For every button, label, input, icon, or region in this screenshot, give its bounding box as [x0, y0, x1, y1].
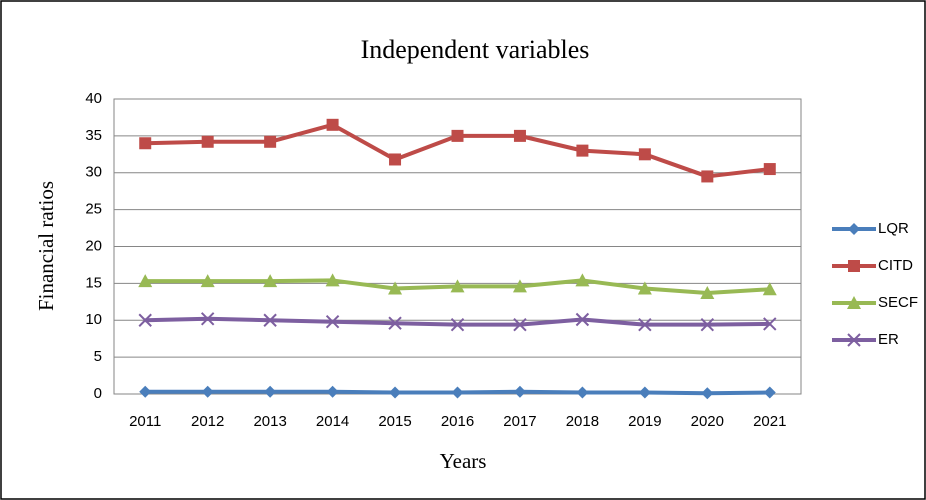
data-point — [763, 163, 776, 176]
data-point — [763, 386, 776, 399]
data-point — [389, 153, 402, 166]
data-point — [701, 387, 714, 400]
data-point — [325, 315, 340, 329]
y-tick-label: 40 — [85, 90, 102, 107]
data-point — [200, 312, 215, 326]
data-point — [701, 170, 714, 183]
x-tick-label: 2019 — [628, 413, 661, 430]
x-tick-label: 2017 — [503, 413, 536, 430]
data-point — [512, 279, 527, 293]
x-tick-label: 2018 — [566, 413, 599, 430]
data-point — [576, 144, 589, 157]
data-point — [450, 317, 465, 332]
data-point — [201, 385, 214, 398]
legend-label: LQR — [878, 220, 909, 237]
legend-marker — [848, 260, 860, 272]
legend-marker — [847, 296, 861, 309]
x-tick-label: 2013 — [253, 413, 286, 430]
data-point — [200, 274, 215, 288]
data-point — [450, 279, 465, 293]
legend-label: SECF — [878, 294, 918, 311]
data-point — [576, 386, 589, 399]
data-point — [762, 282, 777, 296]
data-point — [388, 316, 402, 330]
legend-label: ER — [878, 331, 899, 348]
data-point — [326, 118, 339, 131]
data-point — [264, 135, 277, 148]
data-point — [263, 274, 278, 288]
data-point — [763, 317, 777, 331]
x-tick-label: 2011 — [129, 413, 161, 430]
legend-label: CITD — [878, 257, 913, 274]
data-point — [451, 386, 464, 399]
data-point — [263, 313, 277, 327]
y-tick-label: 0 — [94, 385, 102, 402]
data-point — [326, 385, 339, 398]
data-point — [638, 386, 651, 399]
data-point — [388, 281, 403, 295]
data-point — [139, 385, 152, 398]
x-tick-label: 2021 — [753, 413, 786, 430]
x-tick-label: 2014 — [316, 413, 349, 430]
data-point — [638, 148, 651, 161]
data-point — [575, 312, 590, 327]
x-axis-label: Years — [440, 449, 487, 473]
data-point — [637, 281, 652, 295]
data-point — [138, 274, 153, 288]
data-point — [513, 129, 526, 142]
chart-title: Independent variables — [361, 35, 590, 64]
x-tick-label: 2012 — [191, 413, 224, 430]
legend-marker — [847, 333, 861, 347]
y-tick-label: 35 — [85, 127, 102, 144]
data-point — [325, 273, 340, 287]
data-point — [451, 129, 464, 142]
data-point — [264, 385, 277, 398]
y-tick-label: 30 — [85, 164, 102, 181]
data-point — [138, 313, 152, 327]
data-point — [575, 273, 590, 287]
y-axis-label: Financial ratios — [34, 181, 58, 311]
data-point — [389, 386, 402, 399]
data-point — [700, 285, 715, 299]
y-tick-label: 10 — [85, 311, 102, 328]
legend-marker — [848, 223, 860, 235]
data-point — [513, 385, 526, 398]
y-tick-label: 20 — [85, 237, 102, 254]
y-tick-label: 5 — [94, 348, 102, 365]
x-tick-label: 2020 — [691, 413, 724, 430]
data-point — [139, 137, 152, 150]
y-tick-label: 15 — [85, 274, 102, 291]
data-point — [638, 317, 652, 332]
x-tick-label: 2015 — [378, 413, 411, 430]
data-point — [700, 317, 715, 332]
data-point — [513, 317, 527, 332]
x-tick-label: 2016 — [441, 413, 474, 430]
data-point — [201, 135, 214, 148]
y-tick-label: 25 — [85, 201, 102, 218]
